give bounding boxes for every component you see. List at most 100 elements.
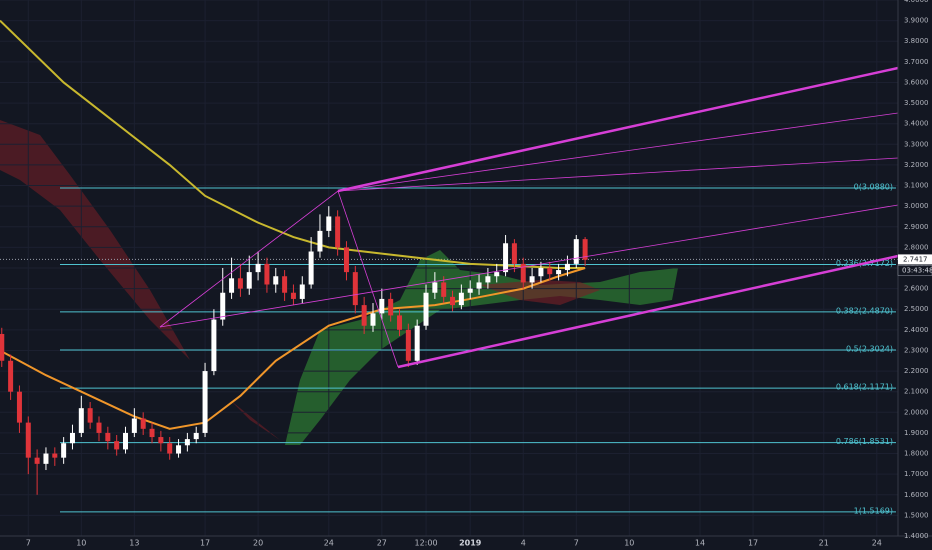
candle-body [25,422,31,458]
y-tick-label: 3.0000 [904,202,929,210]
candle-body [282,276,288,293]
candle-body [538,268,544,277]
y-tick-label: 3.2000 [904,161,929,169]
fib-label: 0(3.0880) [854,183,893,192]
x-tick-label: 4 [521,539,526,548]
y-tick-label: 2.3000 [904,346,929,354]
candle-body [96,422,102,433]
candle-body [176,445,182,454]
candle-body [140,418,146,429]
y-tick-label: 1.4000 [904,532,929,540]
x-tick-label: 10 [624,539,634,548]
y-tick-label: 1.6000 [904,491,929,499]
candle-body [264,263,270,285]
candle-body [123,432,129,450]
candle-body [105,432,111,442]
fib-label: 0.382(2.4870) [836,306,893,315]
candle-body [397,315,403,330]
candle-body [511,243,517,264]
y-tick-label: 4.0000 [904,0,929,4]
candle-body [131,418,137,433]
y-tick-label: 3.4000 [904,120,929,128]
x-tick-label: 20 [253,539,263,548]
y-tick-label: 3.5000 [904,99,929,107]
candle-body [43,453,49,464]
y-tick-label: 3.1000 [904,182,929,190]
y-tick-label: 1.9000 [904,429,929,437]
candle-body [184,439,190,446]
candle-body [202,371,208,433]
candle-body [361,305,367,326]
candle-body [326,216,332,231]
moving-average [0,267,586,430]
x-tick-label: 14 [695,539,705,548]
candle-body [78,408,84,433]
candle-body [61,443,67,458]
candle-body [16,391,22,423]
fib-label: 0.5(2.3024) [846,344,893,353]
y-tick-label: 3.6000 [904,78,929,86]
candle-body [52,453,58,458]
y-tick-label: 2.9000 [904,223,929,231]
fib-label: 1(1.5169) [854,506,893,515]
price-tag [898,254,932,265]
candle-body [352,272,358,306]
fib-label: 0.786(1.8531) [836,437,893,446]
candle-body [158,437,164,444]
candle-body [370,313,376,326]
candle-body [556,270,562,275]
candle-body [423,292,429,326]
candle-body [167,443,173,454]
candle-body [149,428,155,438]
x-tick-label: 7 [574,539,579,548]
candle-body [573,239,579,264]
candle-body [317,230,323,252]
candle-body [432,282,438,293]
moving-average [0,19,586,269]
y-tick-label: 2.1000 [904,388,929,396]
candle-body [520,263,526,283]
countdown-label: 03:43:48 [902,266,932,274]
y-tick-label: 2.0000 [904,408,929,416]
candle-body [255,263,261,273]
y-tick-label: 1.7000 [904,470,929,478]
candle-body [237,278,243,289]
price-tag-label: 2.7417 [903,255,928,263]
candle-body [414,325,420,361]
y-tick-label: 2.5000 [904,305,929,313]
candle-body [114,441,120,450]
countdown-tag [897,265,932,276]
x-tick-label: 24 [872,539,882,548]
y-tick-label: 2.8000 [904,243,929,251]
candle-body [220,292,226,320]
candle-body [299,284,305,299]
candle-body [246,272,252,289]
x-tick-label: 17 [200,539,210,548]
x-tick-label: 17 [748,539,758,548]
x-tick-label: 24 [324,539,334,548]
candle-body [87,408,93,423]
y-tick-label: 2.6000 [904,285,929,293]
candle-body [193,432,199,440]
y-tick-label: 2.2000 [904,367,929,375]
x-tick-label: 10 [76,539,86,548]
fib-label: 0.618(2.1171) [836,383,893,392]
candle-body [0,333,5,361]
y-tick-label: 1.5000 [904,511,929,519]
candle-body [485,276,491,283]
x-tick-label: 27 [377,539,387,548]
candle-body [69,432,75,444]
candle-body [476,282,482,289]
candle-body [211,319,217,372]
candle-body [229,278,235,293]
candle-body [458,292,464,306]
candle-body [290,292,296,299]
candle-body [308,251,314,285]
candle-body [564,263,570,271]
candle-body [273,276,279,285]
candle-body [467,288,473,293]
candle-body [441,282,447,297]
candle-body [503,243,509,273]
candle-body [529,276,535,283]
